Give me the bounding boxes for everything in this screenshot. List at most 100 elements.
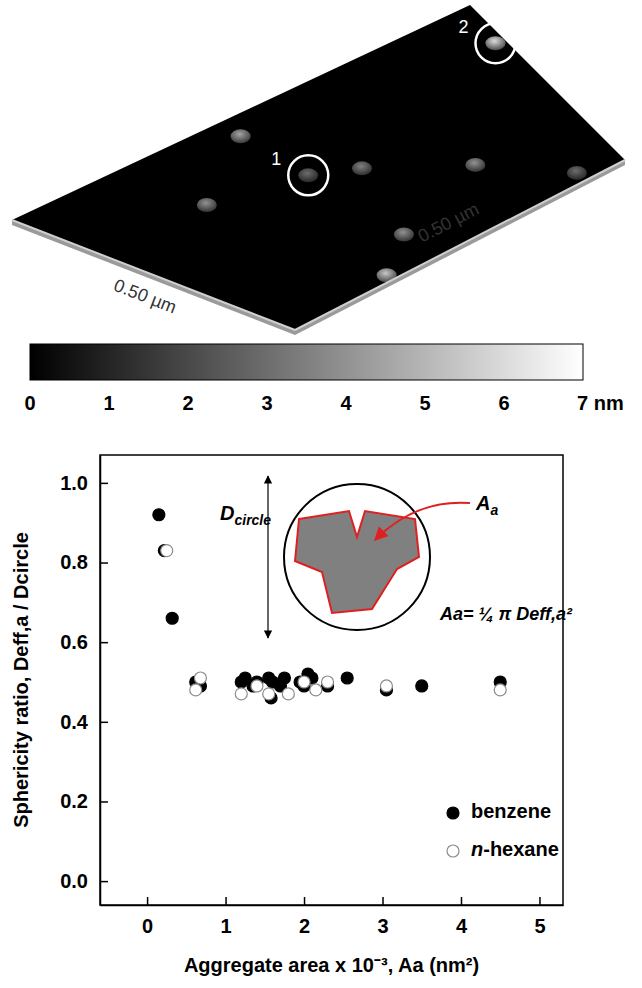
- inset-diameter-arrow: [267, 476, 268, 638]
- x-tick-label: 1: [220, 915, 231, 937]
- point: [416, 680, 428, 692]
- y-tick-mark: [100, 722, 108, 724]
- x-tick: 3: [377, 897, 388, 937]
- inset-formula: Aa= ¼ π Deff,a²: [439, 604, 573, 624]
- y-tick: 0.6: [60, 631, 108, 653]
- feature: [298, 168, 318, 182]
- inset-aggregate: [295, 511, 419, 613]
- afm-image: [12, 5, 625, 335]
- y-scale-label: 0.50 µm: [415, 199, 482, 247]
- x-tick-mark: [147, 897, 149, 905]
- point: [380, 680, 392, 692]
- point: [278, 672, 290, 684]
- point: [190, 684, 202, 696]
- y-tick-label: 0.6: [60, 631, 88, 653]
- point: [235, 688, 247, 700]
- x-tick-mark: [539, 897, 541, 905]
- y-tick-label: 0.2: [60, 790, 88, 812]
- surface: [12, 5, 625, 330]
- point: [322, 676, 334, 688]
- x-tick: 1: [220, 897, 231, 937]
- feature: [486, 36, 506, 50]
- colorbar-bar: [30, 344, 583, 380]
- x-tick-mark: [225, 897, 227, 905]
- legend-marker: [447, 845, 459, 857]
- y-tick-label: 0.4: [60, 711, 89, 733]
- x-tick: 0: [142, 897, 153, 937]
- x-tick-label: 2: [299, 915, 310, 937]
- inset-area-arrow: [375, 503, 470, 540]
- legend: benzene n-hexane: [447, 800, 559, 860]
- feature: [394, 227, 414, 241]
- x-tick-label: 5: [534, 915, 545, 937]
- feature: [231, 129, 251, 143]
- inset-area-label: Aa: [475, 492, 498, 518]
- colorbar-tick-label: 7 nm: [577, 392, 624, 414]
- x-tick-label: 3: [377, 915, 388, 937]
- y-tick: 0.4: [60, 711, 108, 733]
- colorbar-tick-label: 1: [103, 392, 114, 414]
- colorbar-tick-label: 3: [261, 392, 272, 414]
- y-tick-mark: [100, 881, 108, 883]
- y-scale-line: [295, 160, 625, 330]
- y-tick-label: 0.0: [60, 870, 88, 892]
- colorbar-tick-label: 5: [419, 392, 430, 414]
- legend-marker: [447, 807, 459, 819]
- inset-circle: [284, 484, 430, 630]
- x-tick-label: 0: [142, 915, 153, 937]
- x-axis-title: Aggregate area x 10⁻³, Aa (nm²): [184, 954, 479, 976]
- point: [341, 672, 353, 684]
- point: [282, 688, 294, 700]
- feature: [465, 158, 485, 172]
- x-scale-label: 0.50 µm: [111, 275, 179, 317]
- y-tick-label: 0.8: [60, 551, 88, 573]
- y-axis-title: Sphericity ratio, Deff,a / Dcircle: [10, 532, 32, 828]
- features: [197, 36, 587, 282]
- inset: Dcircle Aa Aa= ¼ π Deff,a²: [220, 476, 573, 638]
- colorbar-tick-label: 6: [498, 392, 509, 414]
- x-axis: 0 1 2 3 4 5: [101, 897, 564, 937]
- y-tick: 0.0: [60, 870, 108, 892]
- plot-frame: [100, 455, 563, 905]
- x-tick: 2: [299, 897, 310, 937]
- y-axis-line: [100, 456, 102, 906]
- annotation-label: 2: [458, 17, 468, 37]
- y-tick-mark: [100, 562, 108, 564]
- point: [251, 680, 263, 692]
- y-axis: 0.0 0.2 0.4 0.6 0.8 1.0: [60, 456, 108, 906]
- feature: [567, 166, 587, 180]
- point: [310, 684, 322, 696]
- point: [194, 672, 206, 684]
- x-axis-line: [101, 905, 564, 907]
- points: [153, 509, 506, 704]
- annotation-label: 1: [271, 149, 281, 169]
- scatter-chart: 0 1 2 3 4 5 0.0 0.2 0.4 0.6 0.8 1.0 Aggregate area x…: [10, 455, 573, 976]
- point: [166, 612, 178, 624]
- annotation-circle: [476, 23, 516, 63]
- point: [263, 688, 275, 700]
- legend-label: n-hexane: [471, 838, 559, 860]
- x-tick-mark: [382, 897, 384, 905]
- point: [494, 684, 506, 696]
- y-tick: 1.0: [60, 472, 108, 494]
- point: [161, 545, 173, 557]
- colorbar-tick-label: 4: [340, 392, 352, 414]
- y-tick-mark: [100, 801, 108, 803]
- figure: 0.50 µm 0.50 µm 1 2 0 1 2 3 4 5 6 7 nm 0 1 2 3 4 5 0.0 0.2 0…: [0, 0, 642, 988]
- annotation-circle: [288, 155, 328, 195]
- y-tick-mark: [100, 483, 108, 485]
- inset-dcircle-label: Dcircle: [220, 502, 271, 528]
- y-tick: 0.8: [60, 551, 108, 573]
- colorbar: 01234567 nm: [24, 344, 623, 414]
- colorbar-tick-label: 0: [24, 392, 35, 414]
- x-scale-line: [12, 220, 295, 330]
- x-tick-mark: [461, 897, 463, 905]
- legend-label: benzene: [471, 800, 551, 822]
- y-tick-mark: [100, 642, 108, 644]
- x-tick: 4: [456, 897, 468, 937]
- point: [153, 509, 165, 521]
- x-tick: 5: [534, 897, 545, 937]
- x-tick-mark: [304, 897, 306, 905]
- y-tick-label: 1.0: [60, 472, 88, 494]
- feature: [197, 198, 217, 212]
